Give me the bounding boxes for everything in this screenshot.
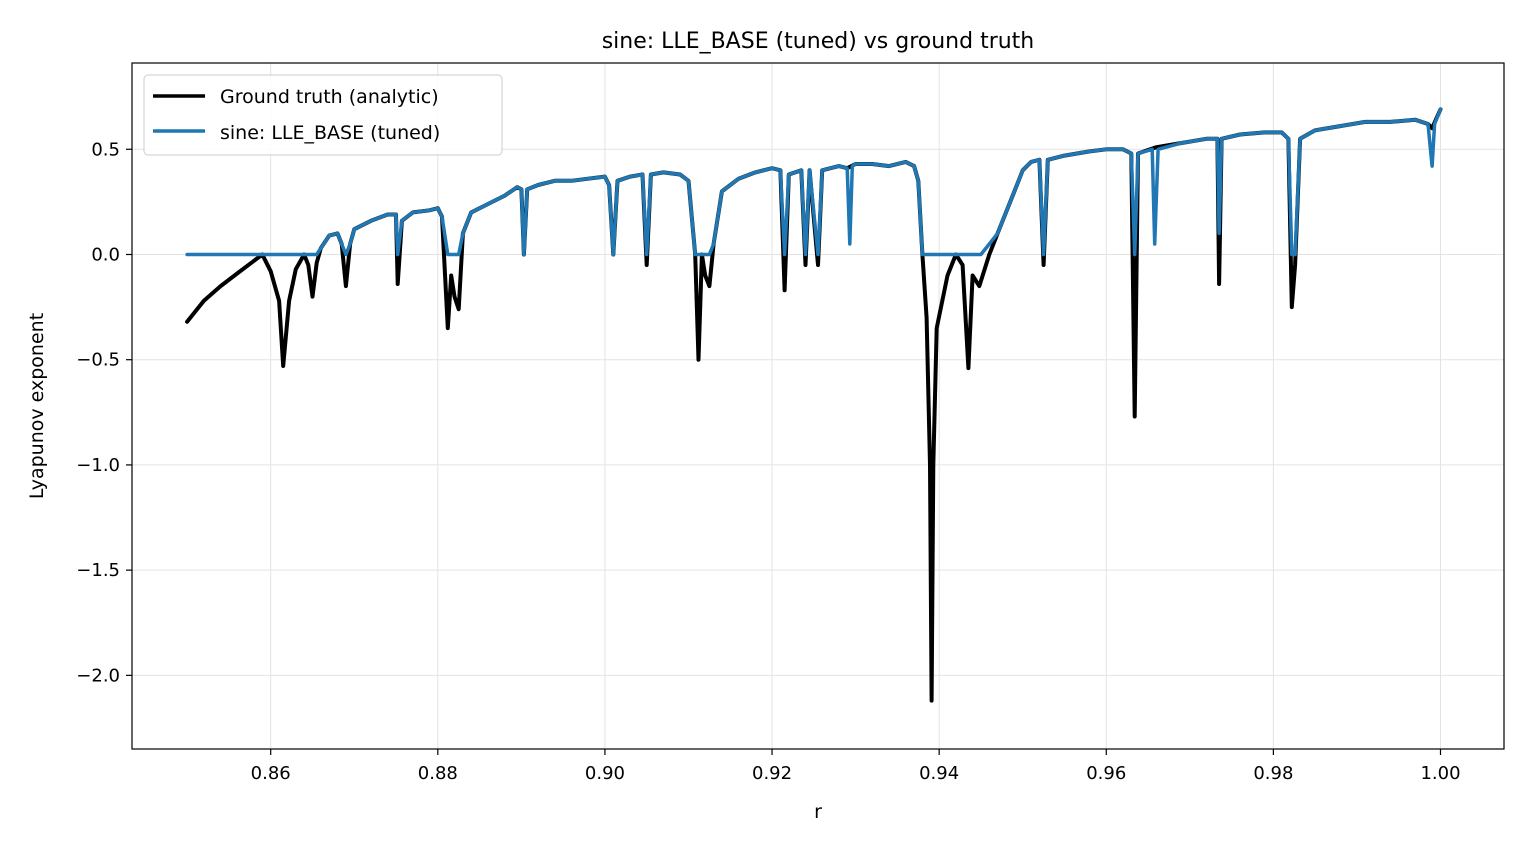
legend-box <box>143 74 503 156</box>
legend-label-ground-truth: Ground truth (analytic) <box>220 86 439 108</box>
plot-frame <box>131 62 1505 750</box>
y-tick-label: 0.0 <box>91 244 120 265</box>
y-axis: 0.5 0.0 −0.5 −1.0 −1.5 −2.0 <box>76 139 132 686</box>
x-tick-label: 1.00 <box>1420 763 1460 784</box>
y-tick-label: 0.5 <box>91 139 120 160</box>
y-tick-label: −2.0 <box>76 665 120 686</box>
x-tick-label: 0.94 <box>919 763 959 784</box>
plot-lines <box>185 107 1443 703</box>
x-tick-label: 0.88 <box>418 763 458 784</box>
x-tick-label: 0.92 <box>752 763 792 784</box>
y-tick-label: −0.5 <box>76 350 120 371</box>
series-line-lle-base <box>185 107 1443 257</box>
y-tick-label: −1.0 <box>76 455 120 476</box>
x-tick-label: 0.90 <box>585 763 625 784</box>
y-axis-label: Lyapunov exponent <box>26 313 48 499</box>
x-tick-label: 0.86 <box>251 763 291 784</box>
legend: Ground truth (analytic) sine: LLE_BASE (… <box>143 74 503 156</box>
x-tick-label: 0.96 <box>1086 763 1126 784</box>
x-axis-label: r <box>814 801 822 823</box>
legend-label-lle-base: sine: LLE_BASE (tuned) <box>220 122 440 144</box>
chart-title: sine: LLE_BASE (tuned) vs ground truth <box>602 29 1035 54</box>
x-tick-label: 0.98 <box>1253 763 1293 784</box>
x-axis: 0.86 0.88 0.90 0.92 0.94 0.96 0.98 1.00 <box>251 749 1461 784</box>
y-tick-label: −1.5 <box>76 560 120 581</box>
